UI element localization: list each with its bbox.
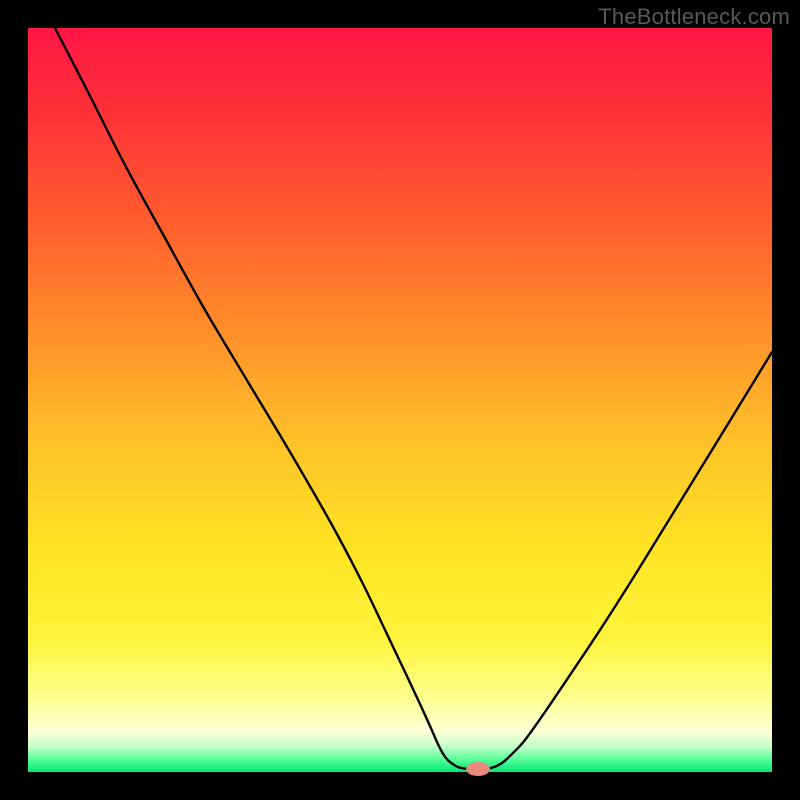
- optimum-marker: [466, 762, 490, 776]
- bottleneck-chart: [0, 0, 800, 800]
- chart-container: TheBottleneck.com: [0, 0, 800, 800]
